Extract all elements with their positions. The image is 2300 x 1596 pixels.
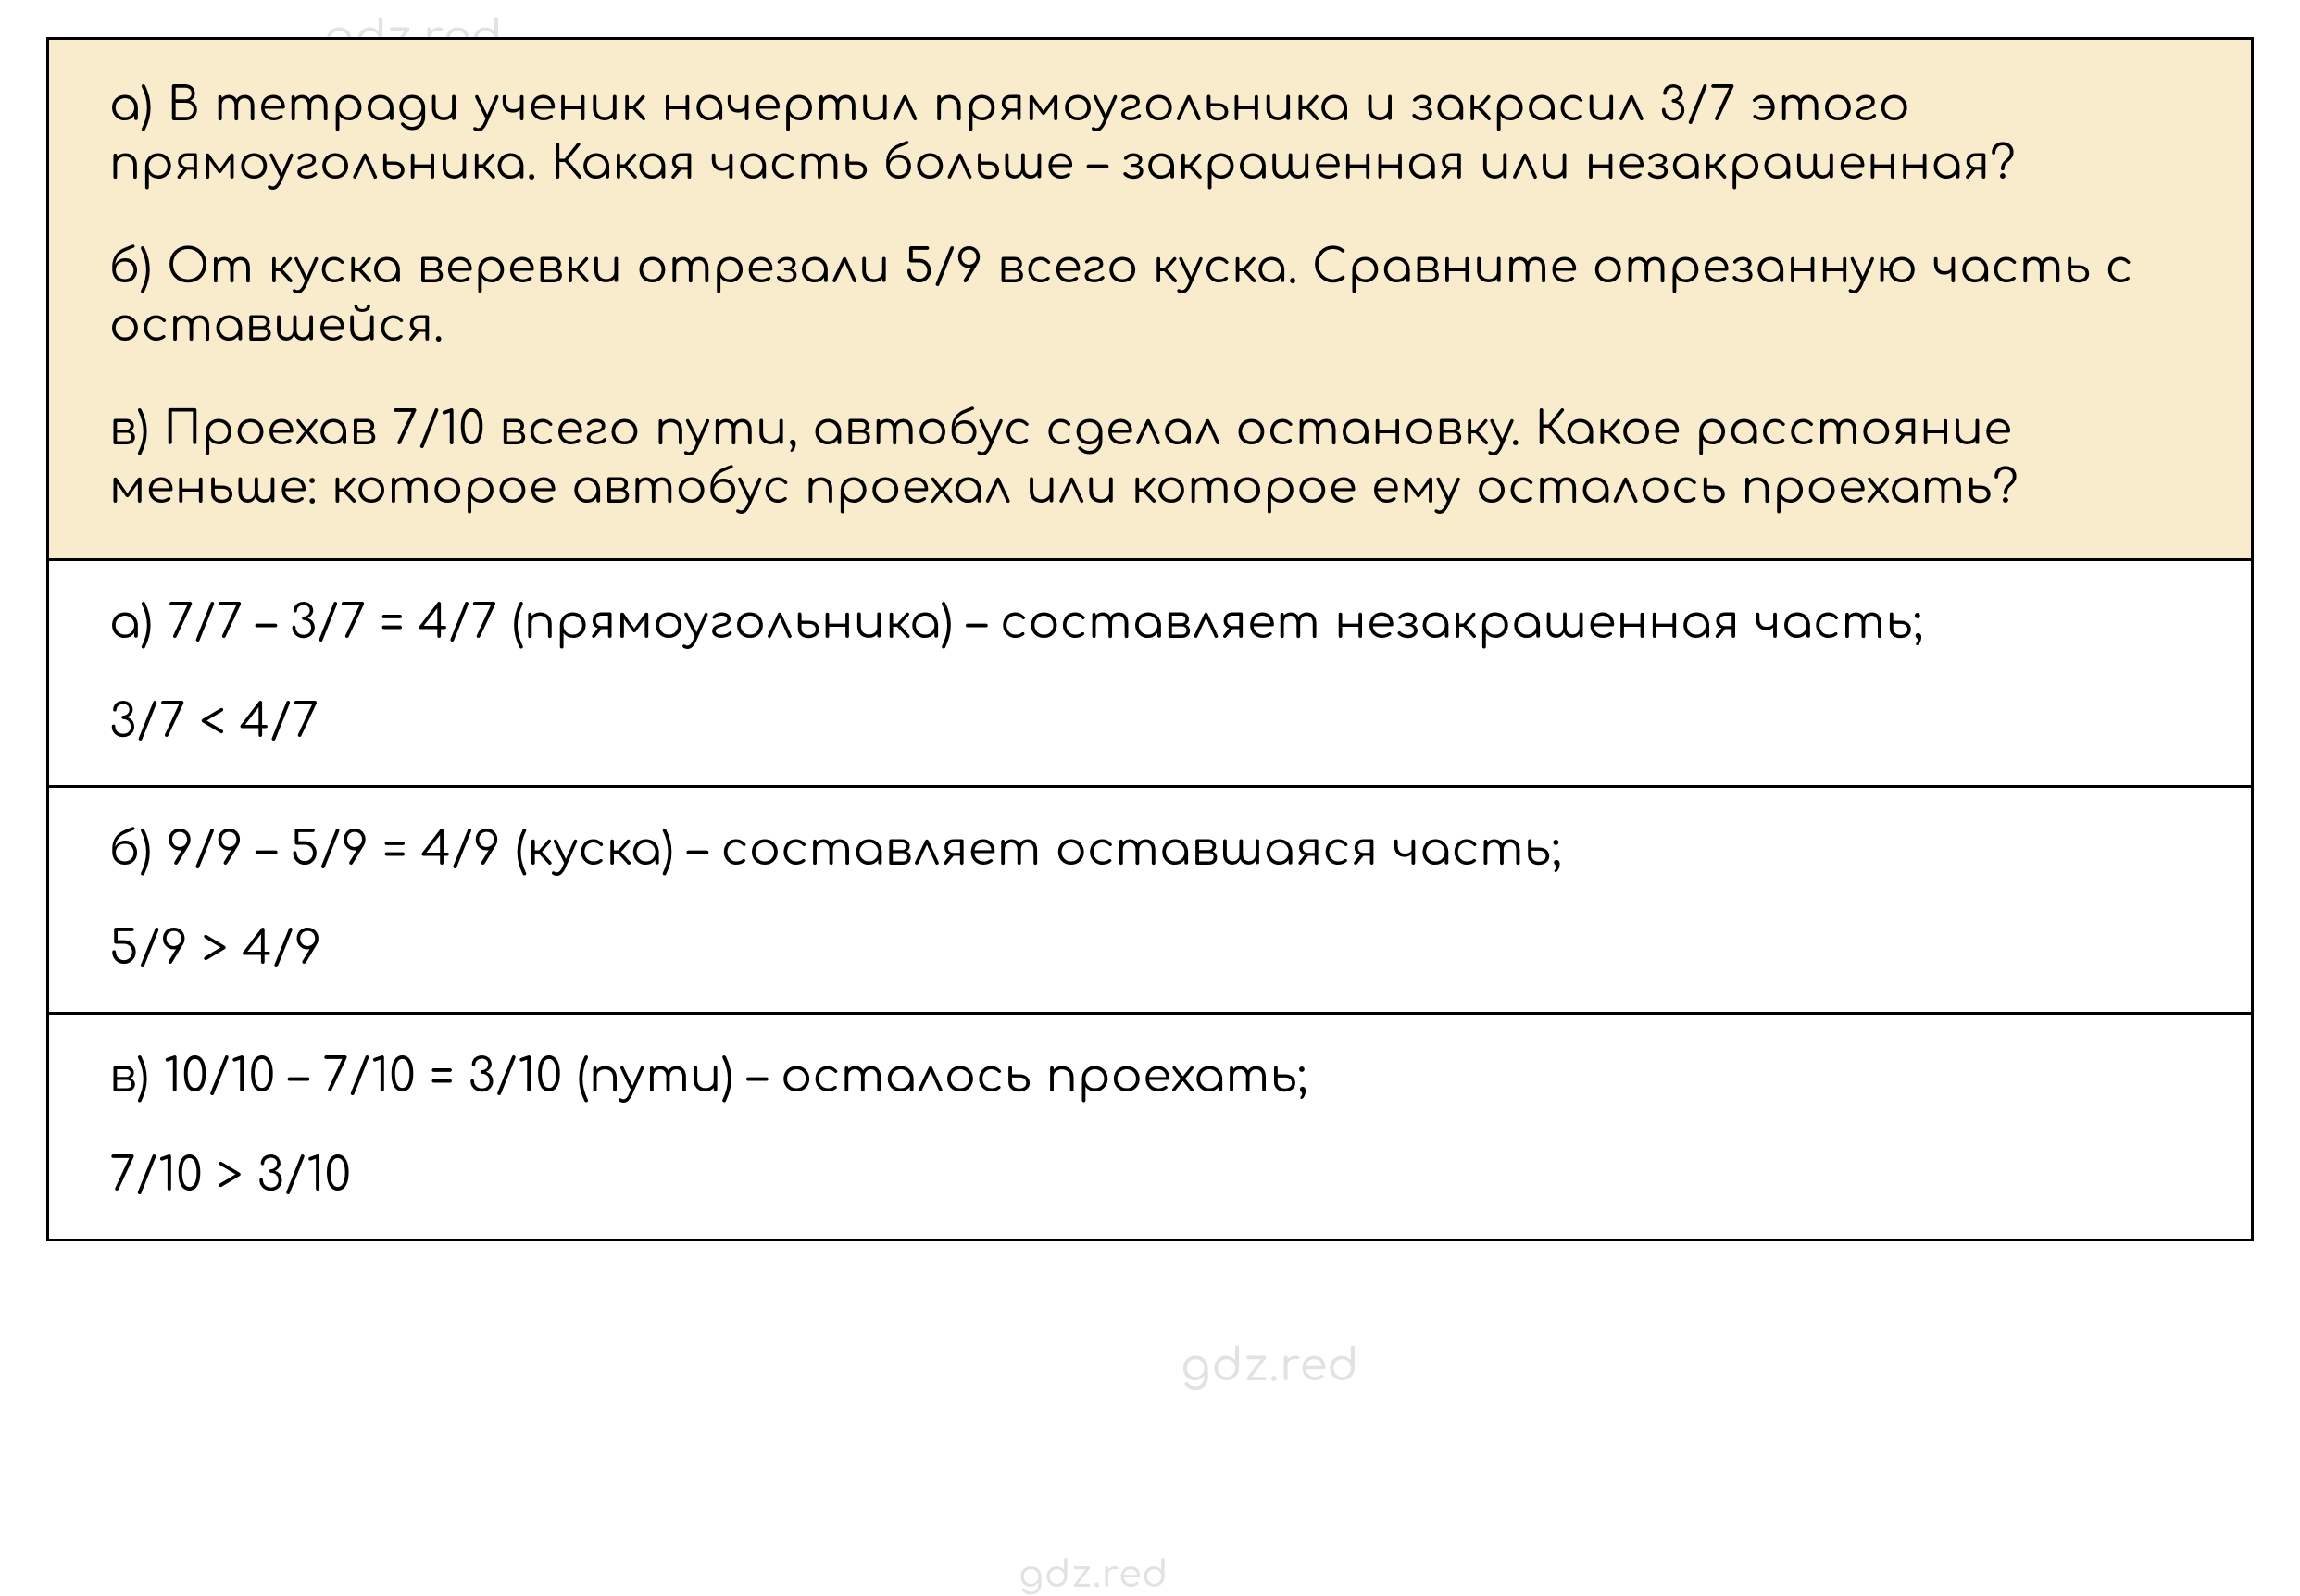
answer-text: а) 7/7 – 3/7 = 4/7 (прямоугольника) – со… [109, 593, 2209, 654]
question-part-b: б) От куска веревки отрезали 5/9 всего к… [109, 239, 2209, 355]
question-part-c: в) Проехав 7/10 всего пути, автобус сдел… [109, 401, 2209, 517]
question-box: а) В тетради ученик начертил прямоугольн… [49, 40, 2251, 561]
question-part-a: а) В тетради ученик начертил прямоугольн… [109, 77, 2209, 193]
answer-comparison: 3/7 < 4/7 [109, 692, 2209, 753]
answer-text: б) 9/9 – 5/9 = 4/9 (куска) – составляет … [109, 820, 2209, 880]
answer-text: в) 10/10 – 7/10 = 3/10 (пути) – осталось… [109, 1047, 2209, 1107]
answer-box-c: в) 10/10 – 7/10 = 3/10 (пути) – осталось… [49, 1015, 2251, 1239]
problem-container: а) В тетради ученик начертил прямоугольн… [46, 37, 2254, 1241]
watermark: gdz.red [1019, 1555, 1169, 1596]
answer-box-b: б) 9/9 – 5/9 = 4/9 (куска) – составляет … [49, 788, 2251, 1015]
answer-comparison: 5/9 > 4/9 [109, 919, 2209, 979]
answer-box-a: а) 7/7 – 3/7 = 4/7 (прямоугольника) – со… [49, 561, 2251, 788]
answer-comparison: 7/10 > 3/10 [109, 1146, 2209, 1206]
watermark: gdz.red [1181, 1342, 1359, 1391]
